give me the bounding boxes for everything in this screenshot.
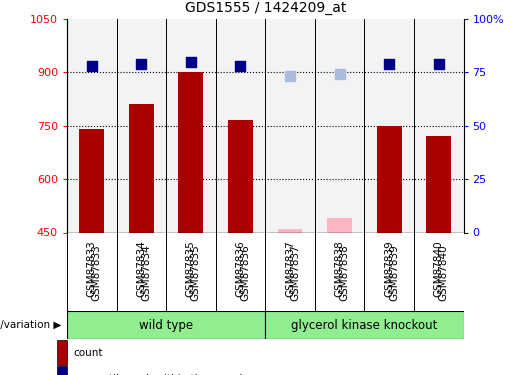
Text: GSM87838: GSM87838 <box>335 240 345 297</box>
Bar <box>129 104 153 232</box>
Point <box>335 71 344 77</box>
FancyBboxPatch shape <box>67 311 265 339</box>
Text: GSM87833: GSM87833 <box>92 244 102 301</box>
FancyBboxPatch shape <box>265 311 464 339</box>
Text: percentile rank within the sample: percentile rank within the sample <box>73 374 249 375</box>
Bar <box>265 19 315 232</box>
Text: GSM87840: GSM87840 <box>439 244 449 301</box>
Bar <box>57 340 67 365</box>
Bar <box>216 19 265 232</box>
Bar <box>116 19 166 232</box>
Text: genotype/variation ▶: genotype/variation ▶ <box>0 320 62 330</box>
Text: GSM87838: GSM87838 <box>339 244 350 301</box>
Text: count: count <box>73 348 102 357</box>
Point <box>435 61 443 67</box>
Bar <box>57 366 67 375</box>
Text: GSM87839: GSM87839 <box>384 240 394 297</box>
Bar <box>179 72 203 232</box>
Bar <box>79 129 104 232</box>
Text: GSM87835: GSM87835 <box>186 240 196 297</box>
Bar <box>67 19 116 232</box>
Text: GSM87840: GSM87840 <box>434 240 444 297</box>
Text: GSM87834: GSM87834 <box>141 244 151 301</box>
Point <box>236 63 245 69</box>
Bar <box>166 19 216 232</box>
Point <box>187 58 195 64</box>
Text: GSM87836: GSM87836 <box>241 244 250 301</box>
Title: GDS1555 / 1424209_at: GDS1555 / 1424209_at <box>184 1 346 15</box>
Point <box>88 63 96 69</box>
Text: wild type: wild type <box>139 319 193 332</box>
Bar <box>315 19 365 232</box>
Bar <box>365 19 414 232</box>
Text: GSM87837: GSM87837 <box>290 244 300 301</box>
Bar <box>414 19 464 232</box>
Bar <box>426 136 451 232</box>
Text: GSM87835: GSM87835 <box>191 244 201 301</box>
Text: GSM87833: GSM87833 <box>87 240 97 297</box>
Bar <box>278 229 302 232</box>
Point <box>286 74 294 80</box>
Text: GSM87834: GSM87834 <box>136 240 146 297</box>
Bar <box>228 120 253 232</box>
Bar <box>377 126 402 232</box>
Point <box>137 61 145 67</box>
Text: glycerol kinase knockout: glycerol kinase knockout <box>291 319 438 332</box>
Text: GSM87836: GSM87836 <box>235 240 246 297</box>
Point <box>385 61 393 67</box>
Text: GSM87839: GSM87839 <box>389 244 399 301</box>
Bar <box>327 218 352 232</box>
Text: GSM87837: GSM87837 <box>285 240 295 297</box>
